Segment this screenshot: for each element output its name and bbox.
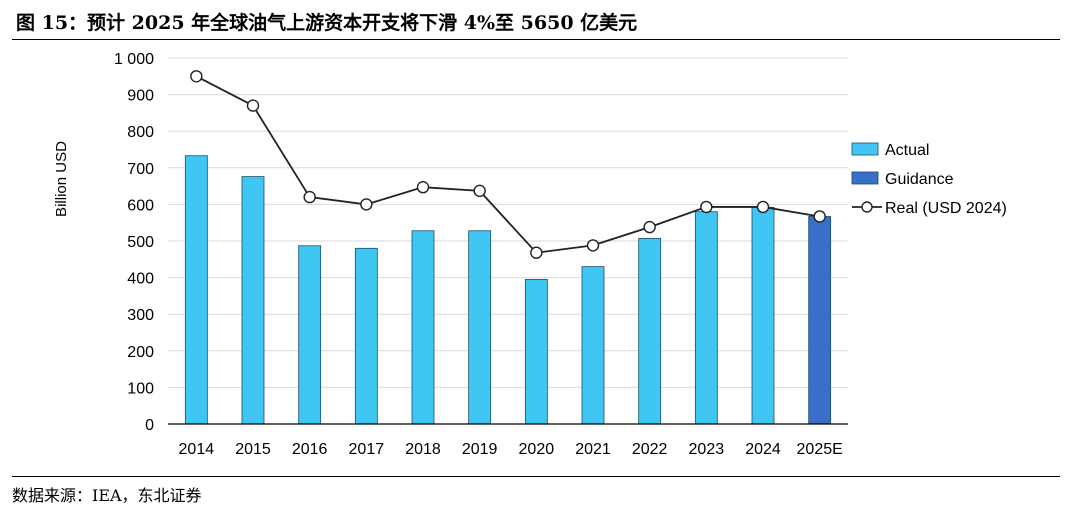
x-tick-label: 2017 bbox=[349, 441, 385, 458]
legend-swatch-actual bbox=[851, 142, 879, 156]
real-line-point bbox=[360, 198, 373, 211]
bar-actual bbox=[241, 176, 265, 425]
axes: 0 100 200 300 400 500 600 700 800 900 1 000 Billion… bbox=[53, 51, 848, 458]
bar-actual bbox=[184, 155, 208, 425]
x-tick-label: 2022 bbox=[632, 441, 668, 458]
gridlines bbox=[168, 57, 848, 388]
y-tick-label: 100 bbox=[127, 380, 154, 397]
source-note: 数据来源：IEA，东北证券 bbox=[12, 486, 202, 505]
y-axis-title: Billion USD bbox=[53, 141, 70, 217]
bar-actual bbox=[354, 247, 378, 425]
bar-actual bbox=[298, 245, 322, 425]
y-tick-label: 200 bbox=[127, 344, 154, 361]
chart: 0 100 200 300 400 500 600 700 800 900 1 000 Billion… bbox=[53, 51, 1007, 458]
x-tick-label: 2016 bbox=[292, 441, 328, 458]
real-line-path bbox=[195, 75, 820, 254]
y-tick-label: 1 000 bbox=[114, 51, 154, 68]
y-tick-label: 600 bbox=[127, 197, 154, 214]
bar-actual bbox=[411, 230, 435, 425]
bar-actual bbox=[751, 206, 775, 425]
real-line-point bbox=[700, 200, 713, 214]
bars bbox=[184, 155, 832, 425]
y-tick-label: 0 bbox=[145, 417, 154, 434]
legend-label: Guidance bbox=[885, 171, 954, 188]
y-tick-label: 700 bbox=[127, 161, 154, 178]
bar-guidance bbox=[808, 216, 832, 425]
title-divider bbox=[12, 39, 1060, 40]
x-tick-label: 2024 bbox=[745, 441, 781, 458]
x-tick-label: 2023 bbox=[689, 441, 725, 458]
legend-label: Actual bbox=[885, 142, 929, 159]
real-line-point bbox=[190, 70, 203, 83]
real-line-point bbox=[530, 246, 543, 259]
x-tick-label: 2019 bbox=[462, 441, 498, 458]
real-line-point bbox=[416, 180, 430, 194]
bar-actual bbox=[638, 238, 662, 425]
bar-actual bbox=[524, 279, 548, 425]
x-tick-label: 2025E bbox=[797, 441, 843, 458]
x-tick-label: 2014 bbox=[179, 441, 215, 458]
real-line-point bbox=[473, 184, 486, 198]
legend-label: Real (USD 2024) bbox=[885, 200, 1007, 217]
bar-actual bbox=[581, 266, 605, 425]
x-tick-label: 2015 bbox=[235, 441, 271, 458]
legend: Actual Guidance Real (USD 2024) bbox=[851, 142, 1007, 217]
bar-actual bbox=[694, 211, 718, 425]
real-line-point bbox=[756, 200, 770, 214]
y-tick-label: 400 bbox=[127, 271, 154, 288]
x-tick-label: 2020 bbox=[519, 441, 555, 458]
real-line-point bbox=[813, 210, 826, 223]
real-line-point bbox=[246, 99, 260, 112]
y-tick-label: 800 bbox=[127, 124, 154, 141]
legend-swatch-guidance bbox=[851, 171, 879, 185]
real-line-point bbox=[643, 220, 656, 234]
y-tick-label: 500 bbox=[127, 234, 154, 251]
x-tick-label: 2021 bbox=[575, 441, 611, 458]
bar-actual bbox=[468, 230, 492, 425]
source-divider bbox=[12, 476, 1060, 477]
real-line bbox=[190, 70, 826, 259]
legend-marker bbox=[861, 201, 873, 213]
figure-title: 图 15：预计 2025 年全球油气上游资本开支将下滑 4%至 5650 亿美元 bbox=[16, 12, 638, 34]
y-tick-label: 900 bbox=[127, 88, 154, 105]
real-line-point bbox=[586, 239, 600, 252]
x-tick-label: 2018 bbox=[405, 441, 441, 458]
real-line-point bbox=[303, 190, 316, 204]
y-tick-label: 300 bbox=[127, 307, 154, 324]
